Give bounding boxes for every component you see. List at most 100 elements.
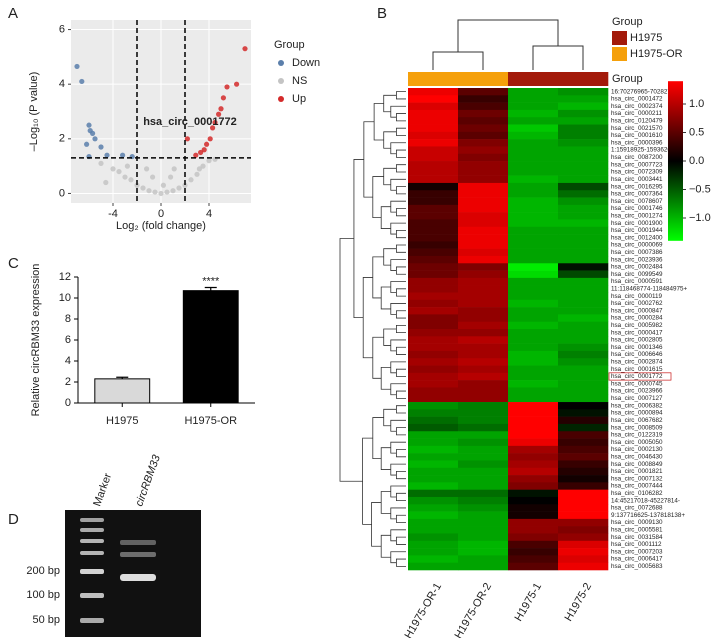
heatmap-cell bbox=[508, 467, 559, 476]
heatmap-cell bbox=[408, 270, 459, 279]
heatmap-cell bbox=[558, 540, 609, 549]
row-dendrogram bbox=[390, 441, 406, 454]
heatmap-cell bbox=[408, 482, 459, 490]
heatmap-cell bbox=[558, 182, 609, 191]
point bbox=[92, 136, 98, 142]
row-dendrogram bbox=[396, 149, 406, 158]
heatmap-cell bbox=[558, 329, 609, 337]
point bbox=[170, 188, 176, 194]
heatmap-cell bbox=[458, 263, 509, 271]
heatmap-cell bbox=[558, 350, 609, 359]
heatmap-cell bbox=[558, 204, 609, 213]
heatmap-cell bbox=[458, 533, 509, 542]
heatmap-cell bbox=[558, 438, 609, 447]
heatmap-cell bbox=[408, 350, 459, 359]
row-label: hsa_circ_0007364 bbox=[611, 191, 663, 198]
row-label: hsa_circ_0006417 bbox=[611, 556, 663, 563]
heatmap-cell bbox=[558, 526, 609, 534]
point bbox=[134, 182, 140, 188]
heatmap-cell bbox=[558, 285, 609, 293]
heatmap-cell bbox=[408, 226, 459, 235]
heatmap-cell bbox=[408, 102, 459, 111]
row-label: hsa_circ_0007386 bbox=[611, 249, 663, 256]
row-dendrogram bbox=[380, 366, 391, 390]
heatmap-cell bbox=[458, 255, 509, 264]
row-dendrogram bbox=[372, 336, 384, 379]
heatmap-cell bbox=[458, 190, 509, 198]
heatmap-cell bbox=[458, 394, 509, 403]
heatmap-cell bbox=[458, 197, 509, 206]
heatmap-cell bbox=[408, 146, 459, 155]
heatmap-cell bbox=[458, 372, 509, 381]
heatmap-cell bbox=[508, 482, 559, 490]
row-label: hsa_circ_0000894 bbox=[611, 410, 663, 417]
heatmap-cell bbox=[458, 109, 509, 118]
heatmap-cell bbox=[458, 131, 509, 140]
heatmap-cell bbox=[458, 204, 509, 213]
heatmap-cell bbox=[558, 131, 609, 140]
heatmap-cell bbox=[458, 409, 509, 417]
panel-label: A bbox=[8, 5, 18, 22]
heatmap-cell bbox=[558, 190, 609, 198]
row-dendrogram bbox=[396, 186, 406, 195]
heatmap-cell bbox=[558, 416, 609, 425]
point bbox=[193, 152, 199, 158]
row-label: hsa_circ_0007203 bbox=[611, 548, 663, 555]
heatmap-cell bbox=[558, 153, 609, 162]
row-label: hsa_circ_0021570 bbox=[611, 125, 663, 132]
heatmap-cell bbox=[558, 124, 609, 133]
heatmap-cell bbox=[558, 219, 609, 228]
row-dendrogram bbox=[390, 419, 406, 432]
heatmap-cell bbox=[408, 518, 459, 527]
row-label: hsa_circ_0000396 bbox=[611, 139, 663, 146]
heatmap-cell bbox=[458, 482, 509, 490]
heatmap-cell bbox=[558, 365, 609, 374]
heatmap-cell bbox=[458, 475, 509, 483]
row-label: hsa_circ_0072309 bbox=[611, 169, 663, 176]
heatmap-cell bbox=[558, 248, 609, 257]
row-dendrogram bbox=[380, 534, 391, 558]
point bbox=[218, 106, 224, 112]
heatmap-cell bbox=[408, 402, 459, 410]
heatmap-cell bbox=[508, 277, 559, 286]
row-dendrogram bbox=[396, 208, 406, 217]
heatmap-cell bbox=[408, 526, 459, 534]
row-label: hsa_circ_0007127 bbox=[611, 395, 663, 402]
x-tick-label: 4 bbox=[206, 208, 212, 220]
heatmap-cell bbox=[408, 372, 459, 381]
annotation-label: Group bbox=[612, 73, 643, 85]
heatmap-cell bbox=[458, 277, 509, 286]
heatmap-cell bbox=[558, 292, 609, 301]
heatmap-cell bbox=[408, 409, 459, 417]
row-dendrogram bbox=[371, 502, 382, 547]
heatmap-cell bbox=[508, 445, 559, 454]
legend-swatch bbox=[612, 47, 627, 61]
heatmap-cell bbox=[508, 131, 559, 140]
row-dendrogram bbox=[396, 514, 406, 523]
heatmap-cell bbox=[508, 518, 559, 527]
heatmap-cell bbox=[558, 504, 609, 512]
y-tick-label: 6 bbox=[59, 23, 65, 35]
heatmap-cell bbox=[458, 438, 509, 447]
row-label: 14:45217018-45227814- bbox=[611, 497, 680, 504]
row-label: hsa_circ_0003441 bbox=[611, 176, 663, 183]
row-label: hsa_circ_0005683 bbox=[611, 563, 663, 570]
heatmap-cell bbox=[508, 292, 559, 301]
heatmap-cell bbox=[408, 467, 459, 476]
heatmap-cell bbox=[508, 387, 559, 396]
row-dendrogram bbox=[383, 408, 397, 427]
heatmap-cell bbox=[558, 460, 609, 469]
row-dendrogram bbox=[363, 121, 375, 198]
heatmap-cell bbox=[558, 255, 609, 264]
row-label: hsa_circ_0009130 bbox=[611, 519, 663, 526]
column-label: H1975-OR-2 bbox=[453, 581, 495, 638]
heatmap-cell bbox=[508, 336, 559, 344]
heatmap-cell bbox=[408, 182, 459, 191]
heatmap-cell bbox=[458, 562, 509, 571]
heatmap-cell bbox=[408, 358, 459, 366]
row-label: hsa_circ_0005581 bbox=[611, 527, 663, 534]
x-tick-label: H1975 bbox=[106, 415, 138, 427]
heatmap-cell bbox=[458, 270, 509, 279]
heatmap-cell bbox=[558, 307, 609, 315]
heatmap-cell bbox=[558, 241, 609, 249]
